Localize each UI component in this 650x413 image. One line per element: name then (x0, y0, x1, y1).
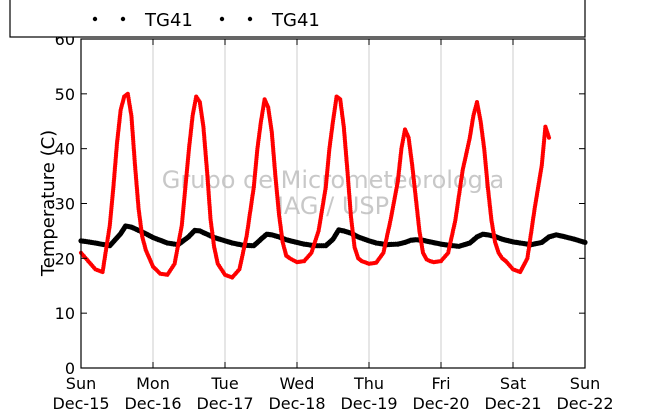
legend-marker (92, 16, 98, 22)
y-axis-label: Temperature (C) (38, 130, 59, 277)
legend-label: TG41 (144, 10, 193, 31)
y-tick-label: 50 (55, 85, 75, 104)
series-1 (78, 91, 552, 280)
gridlines (152, 39, 514, 368)
y-tick-label: 0 (65, 359, 75, 378)
x-tick-label-date: Dec-22 (556, 394, 613, 409)
legend: TG41 TG41 (9, 0, 586, 38)
legend-marker (219, 16, 225, 22)
x-tick-label-day: Fri (431, 374, 450, 393)
watermark-line-2: IAG / USP (277, 192, 389, 220)
y-tick-label: 20 (55, 249, 75, 268)
x-tick-label-day: Sat (500, 374, 526, 393)
watermark: Grupo de Micrometeorologia IAG / USP (162, 166, 504, 220)
series-layer (78, 91, 588, 280)
x-tick-label-date: Dec-16 (124, 394, 181, 409)
y-tick-label: 30 (55, 195, 75, 214)
x-tick-label-day: Thu (353, 374, 384, 393)
x-tick-label-day: Sun (570, 374, 600, 393)
legend-entry-1: TG41 (92, 10, 193, 31)
series-2 (78, 223, 588, 249)
legend-box (9, 0, 586, 38)
x-tick-label-day: Wed (280, 374, 315, 393)
x-tick-label-date: Dec-19 (340, 394, 397, 409)
x-tick-label-day: Tue (210, 374, 238, 393)
data-point (546, 135, 552, 140)
x-tick-label-day: Sun (66, 374, 96, 393)
x-tick-label-date: Dec-21 (484, 394, 541, 409)
y-tick-label: 40 (55, 140, 75, 159)
x-tick-label-date: Dec-17 (196, 394, 253, 409)
legend-label: TG41 (271, 10, 320, 31)
x-tick-label-day: Mon (136, 374, 170, 393)
x-tick-label-date: Dec-15 (52, 394, 109, 409)
legend-entry-2: TG41 (219, 10, 320, 31)
y-tick-label: 10 (55, 304, 75, 323)
watermark-line-1: Grupo de Micrometeorologia (162, 166, 504, 194)
x-tick-label-date: Dec-20 (412, 394, 469, 409)
legend-marker (247, 16, 253, 22)
legend-marker (120, 16, 126, 22)
x-tick-label-date: Dec-18 (268, 394, 325, 409)
